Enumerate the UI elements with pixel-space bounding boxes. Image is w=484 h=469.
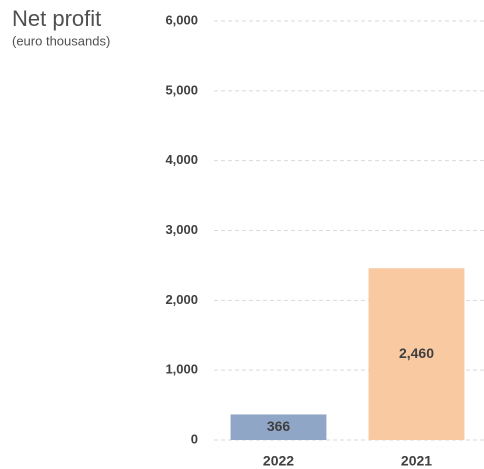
- bar: [368, 268, 465, 440]
- y-tick-label: 1,000: [165, 362, 198, 377]
- chart-subtitle: (euro thousands): [12, 33, 110, 48]
- value-label: 2,460: [399, 345, 434, 361]
- bar: [230, 414, 327, 440]
- x-tick-label: 2022: [263, 453, 294, 469]
- y-tick-label: 0: [191, 431, 198, 446]
- y-tick-label: 2,000: [165, 292, 198, 307]
- y-tick-label: 3,000: [165, 222, 198, 237]
- y-tick-label: 4,000: [165, 152, 198, 167]
- chart-title: Net profit: [12, 6, 101, 31]
- y-tick-label: 6,000: [165, 12, 198, 27]
- x-tick-label: 2021: [401, 453, 432, 469]
- y-tick-label: 5,000: [165, 82, 198, 97]
- value-label: 366: [267, 418, 291, 434]
